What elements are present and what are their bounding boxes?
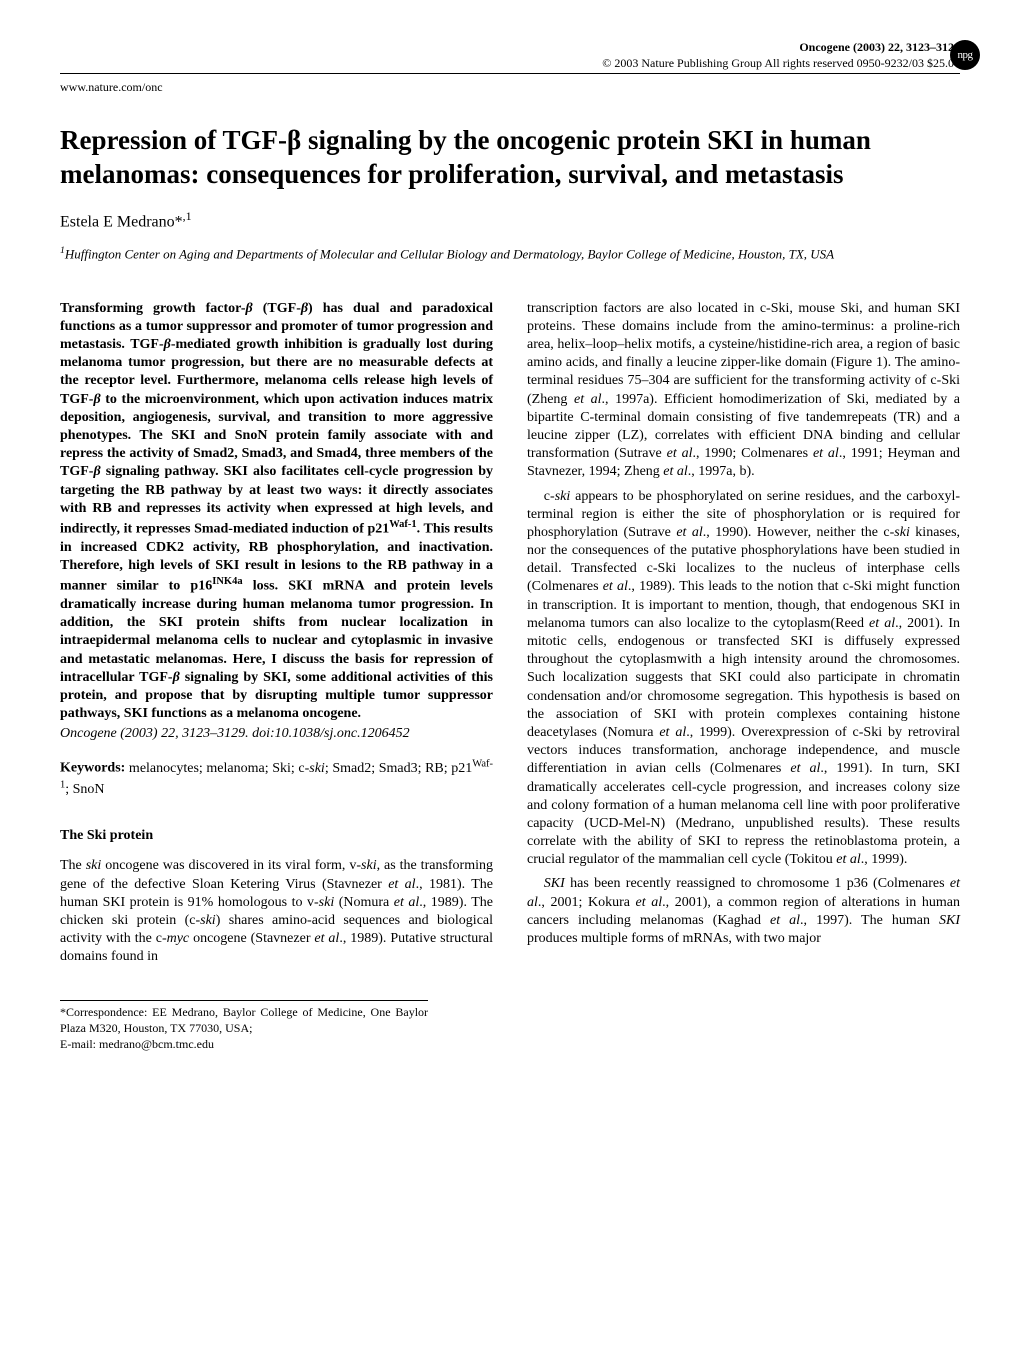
- two-column-layout: Transforming growth factor-β (TGF-β) has…: [60, 300, 960, 1053]
- correspondence-block: *Correspondence: EE Medrano, Baylor Coll…: [60, 1000, 428, 1052]
- header-divider: [60, 73, 960, 74]
- correspondence-line1: *Correspondence: EE Medrano, Baylor Coll…: [60, 1005, 428, 1036]
- right-paragraph-2: c-ski appears to be phosphorylated on se…: [527, 488, 960, 870]
- left-body-paragraph: The ski oncogene was discovered in its v…: [60, 857, 493, 966]
- npg-logo-icon: npg: [950, 40, 980, 70]
- right-paragraph-1: transcription factors are also located i…: [527, 300, 960, 482]
- author-line: Estela E Medrano*,1: [60, 209, 960, 233]
- affiliation-text: Huffington Center on Aging and Departmen…: [65, 247, 834, 262]
- section-heading: The Ski protein: [60, 827, 493, 845]
- keywords-row: Keywords: melanocytes; melanoma; Ski; c-…: [60, 757, 493, 799]
- keywords-text: melanocytes; melanoma; Ski; c-ski; Smad2…: [60, 761, 493, 797]
- author-name: Estela E Medrano*: [60, 214, 183, 231]
- author-sup: ,1: [183, 209, 192, 223]
- doi-line: Oncogene (2003) 22, 3123–3129. doi:10.10…: [60, 725, 493, 743]
- left-column: Transforming growth factor-β (TGF-β) has…: [60, 300, 493, 1053]
- copyright-line: © 2003 Nature Publishing Group All right…: [602, 56, 960, 70]
- keywords-label: Keywords:: [60, 761, 125, 776]
- right-paragraph-3: SKI has been recently reassigned to chro…: [527, 875, 960, 948]
- journal-url: www.nature.com/onc: [60, 80, 960, 96]
- correspondence-line2: E-mail: medrano@bcm.tmc.edu: [60, 1037, 428, 1053]
- journal-issue: Oncogene (2003) 22, 3123–3129: [799, 40, 960, 54]
- right-column: transcription factors are also located i…: [527, 300, 960, 1053]
- abstract: Transforming growth factor-β (TGF-β) has…: [60, 300, 493, 724]
- article-title: Repression of TGF-β signaling by the onc…: [60, 124, 960, 192]
- affiliation: 1Huffington Center on Aging and Departme…: [60, 245, 960, 263]
- header-meta: Oncogene (2003) 22, 3123–3129 © 2003 Nat…: [60, 40, 960, 71]
